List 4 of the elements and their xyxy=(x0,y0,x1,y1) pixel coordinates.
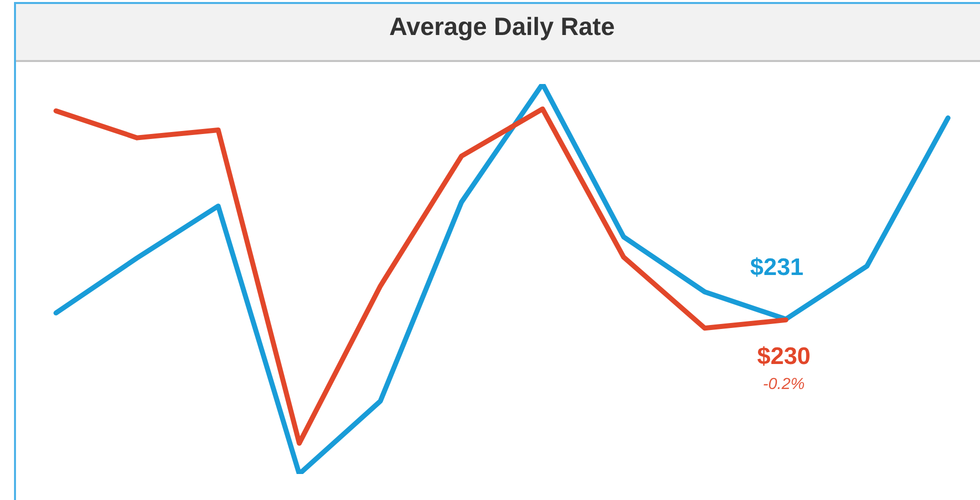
annotation: -0.2% xyxy=(762,376,805,393)
chart-title: Average Daily Rate xyxy=(16,4,980,62)
annotation: $230 xyxy=(757,342,811,370)
annotation: $231 xyxy=(750,254,804,282)
